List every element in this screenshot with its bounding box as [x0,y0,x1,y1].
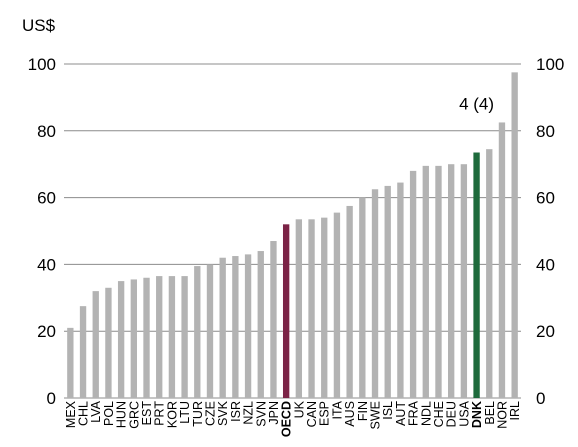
category-label-kor: KOR [165,401,179,428]
bar-nzl [244,254,252,398]
bar-fra [409,170,417,398]
category-label-irl: IRL [508,401,522,421]
category-label-isl: ISL [381,401,395,420]
category-label-nzl: NZL [242,401,256,425]
bar-aut [397,182,404,398]
bars [67,72,518,398]
bar-jpn [270,241,277,398]
bar-che [435,165,442,398]
bar-ita [333,212,341,398]
y-tick-label-right: 80 [536,122,555,141]
bar-fin [359,197,366,398]
category-label-bel: BEL [483,401,497,425]
bar-est [143,277,150,398]
category-label-aus: AUS [343,401,357,427]
category-label-cze: CZE [203,401,217,426]
bar-bel [486,149,493,398]
x-axis-category-labels: MEXCHLLVAPOLHUNGRCESTPRTKORLTUTURCZESVKI… [64,400,522,437]
bar-oecd [282,224,290,398]
category-label-svk: SVK [216,400,230,426]
bar-isl [384,185,391,398]
bar-grc [130,279,137,398]
category-label-est: EST [140,401,154,426]
bar-ndl [422,165,429,398]
y-tick-label-left: 0 [47,389,56,408]
category-label-lva: LVA [89,400,103,422]
bar-dnk [473,152,480,398]
bar-tur [194,266,201,398]
y-tick-label-right: 40 [536,255,555,274]
y-axis-left-tick-labels: 0 20 40 60 80 100 [28,55,56,408]
category-label-prt: PRT [153,401,167,426]
category-label-hun: HUN [115,401,129,428]
category-label-oecd: OECD [280,401,294,437]
y-tick-label-left: 80 [37,122,56,141]
y-tick-label-right: 20 [536,322,555,341]
category-label-fra: FRA [407,400,421,426]
bar-nor [498,122,506,398]
y-tick-label-left: 100 [28,55,56,74]
category-label-mex: MEX [64,400,78,428]
category-label-nor: NOR [495,401,509,429]
category-label-grc: GRC [127,401,141,429]
category-label-isr: ISR [229,401,243,422]
gridlines [64,63,521,399]
bar-kor [168,276,176,398]
category-label-aut: AUT [394,401,408,426]
category-label-fin: FIN [356,401,370,421]
category-label-ita: ITA [330,400,344,419]
bar-can [308,219,315,398]
category-label-esp: ESP [318,401,332,426]
bar-chl [79,306,87,398]
bar-uk [295,219,303,398]
y-tick-label-right: 60 [536,189,555,208]
bar-swe [371,189,379,398]
bar-svn [257,251,264,398]
bar-pol [105,287,112,398]
category-label-deu: DEU [445,401,459,427]
category-label-che: CHE [432,401,446,427]
bar-svk [219,257,226,398]
y-tick-label-right: 100 [536,55,564,74]
dnk-rank-annotation: 4 (4) [459,95,494,114]
bar-ltu [181,276,188,398]
category-label-pol: POL [102,401,116,426]
category-label-svn: SVN [254,401,268,427]
y-tick-label-right: 0 [536,389,545,408]
y-tick-label-left: 40 [37,255,56,274]
category-label-jpn: JPN [267,401,281,425]
bar-irl [511,72,518,398]
category-label-ltu: LTU [178,401,192,424]
bar-mex [67,327,74,398]
y-tick-label-left: 20 [37,322,56,341]
bar-lva [92,291,99,398]
category-label-can: CAN [305,401,319,427]
y-axis-unit-label: US$ [22,16,56,35]
y-tick-label-left: 60 [37,189,56,208]
category-label-chl: CHL [77,401,91,426]
bar-usa [460,164,468,398]
category-label-dnk: DNK [470,401,484,428]
bar-deu [448,164,455,398]
bar-prt [156,276,163,398]
category-label-uk: UK [292,400,306,418]
category-label-usa: USA [457,400,471,426]
y-axis-right-tick-labels: 0 20 40 60 80 100 [536,55,564,408]
category-label-tur: TUR [191,401,205,427]
category-label-swe: SWE [369,401,383,429]
bar-cze [206,264,214,398]
bar-esp [321,217,328,398]
bar-aus [346,205,353,398]
bar-isr [232,256,239,398]
bar-hun [117,281,125,398]
category-label-ndl: NDL [419,401,433,426]
